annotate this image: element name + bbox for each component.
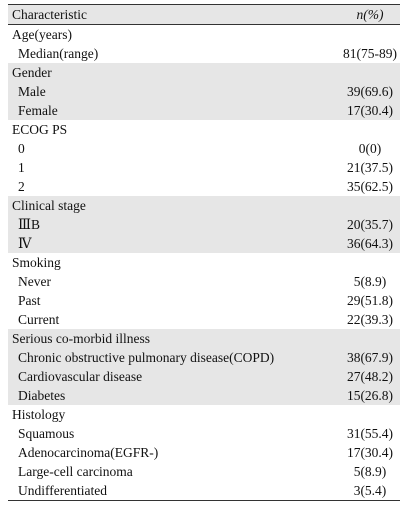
group-label: Serious co-morbid illness xyxy=(12,331,150,346)
row-label: Male xyxy=(18,84,46,99)
row-label: Diabetes xyxy=(18,388,66,403)
group-label: Clinical stage xyxy=(12,198,86,213)
group-label: Histology xyxy=(12,407,66,422)
group-label: Smoking xyxy=(12,255,61,270)
row-label: Adenocarcinoma(EGFR-) xyxy=(18,445,159,460)
row-label: Median(range) xyxy=(18,46,99,61)
group-label: ECOG PS xyxy=(12,122,68,137)
header-row: Characteristic n(%) xyxy=(8,5,400,25)
data-row: Ⅳ 36(64.3) xyxy=(8,234,400,253)
header-cell: n(%) xyxy=(356,7,384,22)
group-row: Age(years) xyxy=(8,25,400,44)
data-row: Cardiovascular disease 27(48.2) xyxy=(8,367,400,386)
row-value: 29(51.8) xyxy=(346,293,394,308)
row-label: Cardiovascular disease xyxy=(18,369,143,384)
row-label: Ⅳ xyxy=(18,236,32,251)
group-label: Gender xyxy=(12,65,52,80)
data-row: Chronic obstructive pulmonary disease(CO… xyxy=(8,348,400,367)
row-label: Large-cell carcinoma xyxy=(18,464,133,479)
row-label: 1 xyxy=(18,160,25,175)
data-row: 1 21(37.5) xyxy=(8,158,400,177)
data-row: Large-cell carcinoma 5(8.9) xyxy=(8,462,400,481)
data-row: Median(range) 81(75-89) xyxy=(8,44,400,63)
group-row: Histology xyxy=(8,405,400,424)
row-value: 35(62.5) xyxy=(346,179,394,194)
data-row: 2 35(62.5) xyxy=(8,177,400,196)
row-value: 17(30.4) xyxy=(346,103,394,118)
row-label: Female xyxy=(18,103,58,118)
data-row: Undifferentiated 3(5.4) xyxy=(8,481,400,500)
row-value: 39(69.6) xyxy=(346,84,394,99)
row-value: 5(8.9) xyxy=(353,274,387,289)
row-value: 81(75-89) xyxy=(343,46,397,61)
group-row: Gender xyxy=(8,63,400,82)
row-label: ⅢB xyxy=(18,217,41,232)
row-value: 5(8.9) xyxy=(353,464,387,479)
row-value: 21(37.5) xyxy=(346,160,394,175)
group-row: Clinical stage xyxy=(8,196,400,215)
row-label: 0 xyxy=(18,141,25,156)
row-value: 22(39.3) xyxy=(346,312,394,327)
row-value: 20(35.7) xyxy=(346,217,394,232)
data-row: Current 22(39.3) xyxy=(8,310,400,329)
row-label: Never xyxy=(18,274,51,289)
group-row: ECOG PS xyxy=(8,120,400,139)
data-row: Adenocarcinoma(EGFR-) 17(30.4) xyxy=(8,443,400,462)
table: Characteristic n(%) Age(years) Median(ran… xyxy=(8,4,400,501)
row-label: Past xyxy=(18,293,41,308)
row-value: 31(55.4) xyxy=(346,426,394,441)
data-row: Male 39(69.6) xyxy=(8,82,400,101)
row-value: 36(64.3) xyxy=(346,236,394,251)
data-row: Diabetes 15(26.8) xyxy=(8,386,400,405)
row-label: Undifferentiated xyxy=(18,483,107,498)
row-label: 2 xyxy=(18,179,25,194)
data-row: ⅢB 20(35.7) xyxy=(8,215,400,234)
row-label: Chronic obstructive pulmonary disease(CO… xyxy=(18,350,275,365)
row-value: 0(0) xyxy=(358,141,382,156)
group-row: Smoking xyxy=(8,253,400,272)
group-row: Serious co-morbid illness xyxy=(8,329,400,348)
data-row: Female 17(30.4) xyxy=(8,101,400,120)
row-value: 15(26.8) xyxy=(346,388,394,403)
data-row: Never 5(8.9) xyxy=(8,272,400,291)
row-value: 3(5.4) xyxy=(353,483,387,498)
row-value: 38(67.9) xyxy=(346,350,394,365)
data-row: 0 0(0) xyxy=(8,139,400,158)
data-row: Past 29(51.8) xyxy=(8,291,400,310)
row-value: 17(30.4) xyxy=(346,445,394,460)
header-cell: Characteristic xyxy=(12,7,87,22)
row-label: Squamous xyxy=(18,426,75,441)
row-value: 27(48.2) xyxy=(346,369,394,384)
row-label: Current xyxy=(18,312,60,327)
group-label: Age(years) xyxy=(12,27,72,42)
data-row: Squamous 31(55.4) xyxy=(8,424,400,443)
